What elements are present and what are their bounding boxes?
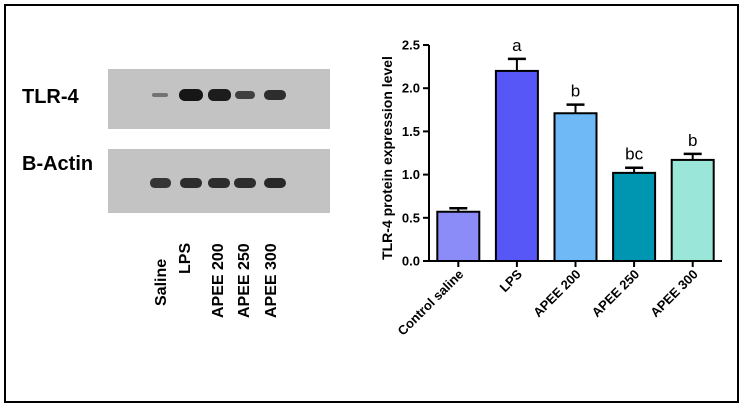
y-tick-label: 2.5 bbox=[402, 38, 420, 53]
x-tick-label: APEE 300 bbox=[647, 267, 701, 321]
blot-band bbox=[264, 90, 286, 100]
bar bbox=[494, 69, 539, 262]
bar bbox=[670, 158, 715, 262]
y-tick-label: 1.5 bbox=[402, 124, 420, 139]
significance-letter: bc bbox=[625, 145, 643, 164]
blot-band bbox=[152, 92, 168, 98]
figure-frame bbox=[4, 4, 739, 403]
significance-letter: b bbox=[571, 82, 580, 101]
chart-bars: a b bc b bbox=[436, 36, 715, 262]
y-tick-label: 0.0 bbox=[402, 254, 420, 269]
significance-letter: b bbox=[688, 131, 697, 150]
tlr4-row-label: TLR-4 bbox=[22, 86, 79, 108]
blot-band bbox=[180, 178, 202, 188]
y-axis-label: TLR-4 protein expression level bbox=[379, 56, 395, 260]
y-tick-label: 0.5 bbox=[402, 210, 420, 225]
blot-band bbox=[149, 178, 171, 188]
significance-letter: a bbox=[512, 36, 522, 55]
y-tick-label: 1.0 bbox=[402, 167, 420, 182]
blot-band bbox=[234, 178, 256, 188]
blot-band bbox=[207, 89, 231, 101]
blot-band bbox=[264, 177, 286, 189]
x-tick-label: Control saline bbox=[395, 267, 467, 339]
b-actin-row-label: B-Actin bbox=[22, 153, 94, 175]
y-tick-label: 2.0 bbox=[402, 81, 420, 96]
bar bbox=[612, 171, 657, 262]
blot-band bbox=[179, 89, 203, 101]
x-tick-label: LPS bbox=[497, 266, 526, 295]
x-tick-label: APEE 200 bbox=[530, 267, 584, 321]
bar bbox=[436, 210, 481, 262]
bar bbox=[553, 112, 598, 262]
x-tick-label: APEE 250 bbox=[589, 267, 643, 321]
blot-band bbox=[208, 178, 230, 188]
blot-band bbox=[235, 90, 255, 100]
